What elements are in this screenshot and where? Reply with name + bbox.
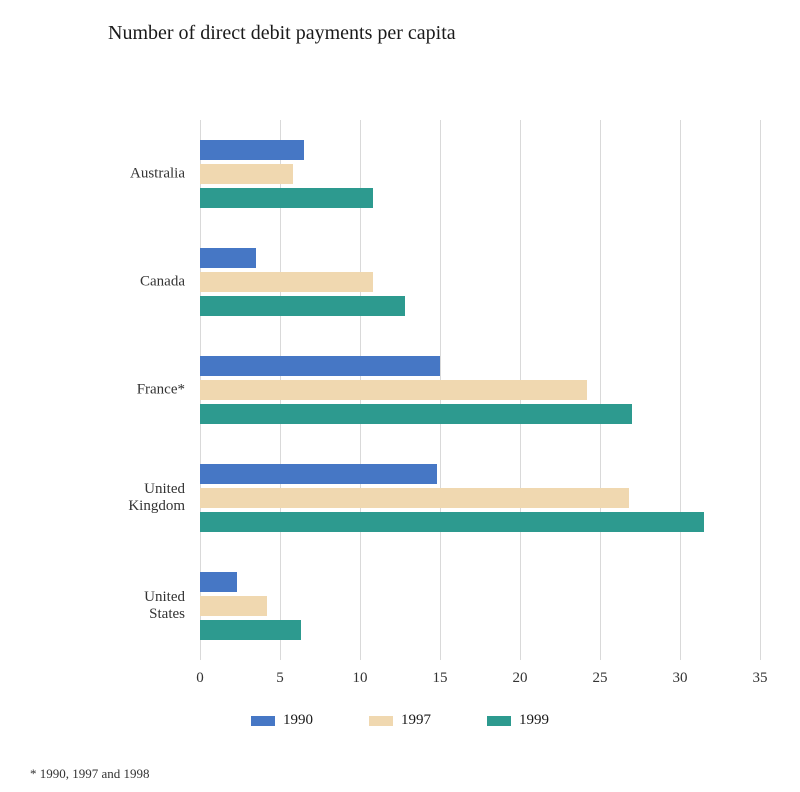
legend-swatch	[487, 716, 511, 726]
chart-gridline	[760, 120, 761, 660]
chart-bar	[200, 620, 301, 640]
chart-x-tick-label: 0	[196, 670, 204, 687]
page: Number of direct debit payments per capi…	[0, 0, 800, 792]
chart-x-tick-label: 20	[513, 670, 528, 687]
chart-bar	[200, 356, 440, 376]
chart-gridline	[680, 120, 681, 660]
chart-y-category-label: Canada	[140, 274, 185, 291]
chart-y-category-label: Australia	[130, 166, 185, 183]
chart-bar	[200, 464, 437, 484]
chart-bar	[200, 248, 256, 268]
legend-item: 1990	[251, 712, 313, 729]
legend-item: 1997	[369, 712, 431, 729]
chart-plot-area: 05101520253035AustraliaCanadaFrance*Unit…	[200, 120, 760, 660]
chart-bar	[200, 488, 629, 508]
chart-x-tick-label: 10	[353, 670, 368, 687]
chart-bar	[200, 296, 405, 316]
chart-bar	[200, 140, 304, 160]
legend-swatch	[369, 716, 393, 726]
chart-footnote: * 1990, 1997 and 1998	[30, 766, 150, 782]
legend-swatch	[251, 716, 275, 726]
chart-x-tick-label: 5	[276, 670, 284, 687]
chart-y-category-label: France*	[137, 382, 185, 399]
chart-bar	[200, 380, 587, 400]
chart-bar	[200, 164, 293, 184]
chart-x-tick-label: 35	[753, 670, 768, 687]
legend-label: 1997	[401, 712, 431, 728]
chart-bar	[200, 572, 237, 592]
chart-title: Number of direct debit payments per capi…	[108, 22, 456, 45]
chart-y-category-label: United States	[144, 589, 185, 623]
chart-y-category-label: United Kingdom	[128, 481, 185, 515]
legend-label: 1999	[519, 712, 549, 728]
chart-x-tick-label: 30	[673, 670, 688, 687]
chart-bar	[200, 596, 267, 616]
chart-x-tick-label: 25	[593, 670, 608, 687]
legend-item: 1999	[487, 712, 549, 729]
chart-legend: 1990 1997 1999	[0, 712, 800, 729]
chart-bar	[200, 404, 632, 424]
chart-gridline	[600, 120, 601, 660]
chart-bar	[200, 272, 373, 292]
chart-bar	[200, 512, 704, 532]
chart-x-tick-label: 15	[433, 670, 448, 687]
chart-bar	[200, 188, 373, 208]
legend-label: 1990	[283, 712, 313, 728]
